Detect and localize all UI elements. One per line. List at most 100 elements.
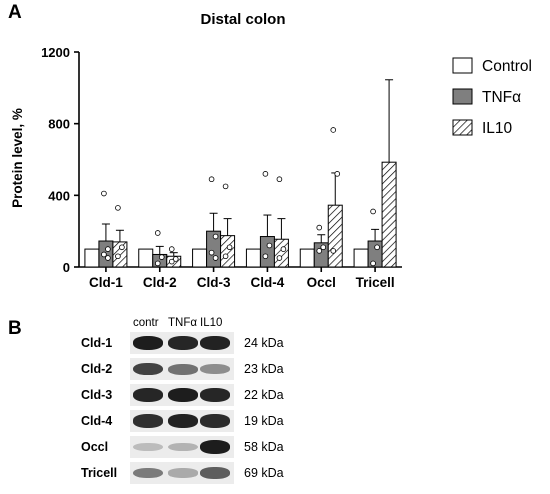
blot-kda-label: 23 kDa <box>244 362 284 376</box>
bar-il10-cld-4 <box>273 238 289 268</box>
data-point <box>208 249 215 256</box>
blot-band <box>133 336 163 350</box>
panel-letter-a: A <box>8 2 22 23</box>
blot-band <box>200 336 230 350</box>
data-point <box>330 248 337 254</box>
data-point <box>370 260 376 267</box>
x-tick-label: Tricell <box>356 275 395 290</box>
legend-label: Control <box>482 58 532 75</box>
bar-control-cld-2 <box>138 248 154 268</box>
blot-row-label: Cld-3 <box>81 388 113 402</box>
data-point <box>226 244 233 251</box>
data-point <box>222 253 229 260</box>
data-point <box>280 246 287 252</box>
bar-il10-tricell <box>381 161 397 268</box>
lane-header: contr <box>133 317 159 329</box>
blot-band <box>168 363 198 375</box>
data-point <box>212 233 219 240</box>
lane-header: IL10 <box>200 317 223 329</box>
data-point <box>172 256 179 262</box>
blot-band <box>200 414 230 428</box>
data-point <box>168 246 175 252</box>
blot-row-label: Cld-1 <box>81 336 113 350</box>
data-point <box>101 190 107 197</box>
panel-letter-b: B <box>8 318 22 339</box>
legend-label: TNFα <box>482 89 521 106</box>
blot-band <box>200 363 230 375</box>
chart-title: Distal colon <box>200 11 285 28</box>
blot-strip <box>130 436 234 458</box>
data-point <box>158 254 165 260</box>
legend-swatch <box>452 57 473 74</box>
x-tick-label: Occl <box>307 275 336 290</box>
blot-kda-label: 22 kDa <box>244 388 284 402</box>
data-point <box>316 224 323 231</box>
data-point <box>115 205 121 211</box>
blot-band <box>200 467 230 479</box>
legend-swatch <box>452 88 473 105</box>
y-axis-label: Protein level, % <box>10 108 25 208</box>
blot-band <box>200 440 230 454</box>
blot-row-label: Cld-4 <box>81 414 113 428</box>
data-point <box>316 248 323 254</box>
data-point <box>154 260 161 267</box>
x-tick-label: Cld-1 <box>89 275 123 290</box>
data-point <box>370 208 376 215</box>
blot-band <box>133 467 163 479</box>
blot-kda-label: 69 kDa <box>244 466 284 480</box>
blot-strip <box>130 358 234 380</box>
blot-strip <box>130 410 234 432</box>
blot-band <box>133 362 163 376</box>
data-point <box>105 255 111 261</box>
bar-chart: Distal colon Protein level, % 0 400 800 120… <box>10 11 532 290</box>
data-point <box>101 251 107 258</box>
data-point <box>105 246 111 252</box>
data-point <box>334 171 341 177</box>
blot-band <box>168 468 198 478</box>
blot-band <box>133 442 163 452</box>
x-tick-label: Cld-3 <box>197 275 231 290</box>
bar-control-occl <box>299 248 315 268</box>
blot-strip <box>130 332 234 354</box>
data-point <box>119 244 125 251</box>
bar-il10-occl <box>327 204 343 268</box>
bar-control-tricell <box>353 248 369 268</box>
blot-kda-label: 24 kDa <box>244 336 284 350</box>
data-point <box>115 253 121 260</box>
legend-swatch <box>452 119 473 136</box>
blot-band <box>168 442 198 452</box>
bar-il10-cld-3 <box>220 235 236 268</box>
y-tick-label: 400 <box>48 188 70 203</box>
blot-kda-label: 58 kDa <box>244 440 284 454</box>
blot-row-label: Tricell <box>81 466 118 480</box>
bar-control-cld-1 <box>84 248 100 268</box>
data-point <box>276 255 283 261</box>
data-point <box>276 176 283 183</box>
data-point <box>222 183 229 190</box>
data-point <box>330 127 337 133</box>
y-tick-label: 800 <box>48 117 70 132</box>
data-point <box>262 253 269 260</box>
blot-row-label: Cld-2 <box>81 362 113 376</box>
data-point <box>168 258 175 265</box>
x-tick-label: Cld-2 <box>143 275 177 290</box>
lane-header: TNFα <box>168 317 198 329</box>
blot-band <box>168 336 198 350</box>
data-point <box>212 255 219 261</box>
blot-kda-label: 19 kDa <box>244 414 284 428</box>
bar-control-cld-4 <box>245 248 261 268</box>
y-tick-label: 0 <box>63 260 70 275</box>
bar-tnf-cld-4 <box>259 236 275 268</box>
blot-band <box>200 388 230 402</box>
data-point <box>374 244 380 251</box>
blot-band <box>168 414 198 428</box>
blot-row-label: Occl <box>81 440 109 454</box>
blot-band <box>133 388 163 402</box>
data-point <box>320 244 327 251</box>
x-tick-label: Cld-4 <box>251 275 285 290</box>
data-point <box>262 171 269 177</box>
data-point <box>154 230 161 236</box>
blot-strip <box>130 462 234 484</box>
blot-band <box>168 388 198 402</box>
data-point <box>208 176 215 183</box>
